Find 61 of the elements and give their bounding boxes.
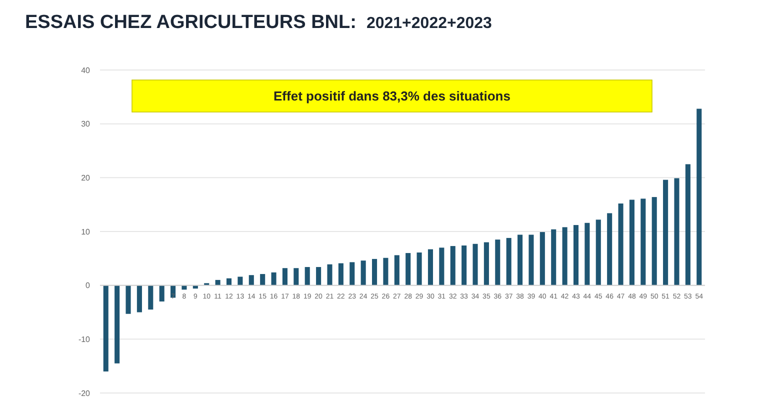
bar <box>406 253 411 286</box>
bar <box>338 263 344 286</box>
y-tick-label: -10 <box>78 334 91 344</box>
bar <box>562 227 568 286</box>
bar <box>226 278 232 286</box>
bar <box>596 220 601 286</box>
bar <box>685 164 690 286</box>
bar <box>584 222 590 286</box>
y-tick-label: -20 <box>78 388 91 398</box>
bar <box>450 246 456 286</box>
bar <box>360 260 366 286</box>
bar <box>462 245 467 286</box>
bar <box>551 229 556 286</box>
bar <box>238 276 243 286</box>
y-tick-label: 30 <box>81 120 91 129</box>
bar <box>114 285 120 364</box>
bar <box>136 285 142 312</box>
bar <box>383 258 388 286</box>
y-tick-label: 20 <box>81 173 91 182</box>
bar <box>248 275 254 286</box>
bar <box>394 255 400 286</box>
bar <box>663 180 668 286</box>
bar <box>159 285 164 302</box>
bar <box>327 264 332 286</box>
chart-title: ESSAIS CHEZ AGRICULTEURS BNL: <box>25 12 356 33</box>
bar <box>696 108 702 286</box>
bar <box>495 240 500 286</box>
annotation: Effet positif dans 83,3% des situations <box>274 88 510 104</box>
bar <box>294 268 299 286</box>
bar <box>618 204 624 286</box>
bar <box>573 225 579 286</box>
bar <box>282 268 288 286</box>
bar <box>103 285 108 372</box>
note-box: Effet positif dans 83,3% des situations <box>132 80 652 112</box>
bar <box>629 200 634 286</box>
bar <box>640 198 646 286</box>
bar <box>528 234 534 286</box>
bar <box>271 272 276 286</box>
bar <box>148 285 154 310</box>
bar <box>428 249 433 286</box>
bar <box>350 262 355 286</box>
y-tick-label: 40 <box>81 66 91 75</box>
bar <box>126 285 131 314</box>
bar <box>372 258 378 286</box>
bar <box>304 267 310 286</box>
y-tick-label: 10 <box>81 227 91 236</box>
bar <box>215 280 220 286</box>
bar <box>416 252 422 286</box>
y-tick-label: 0 <box>86 281 91 290</box>
bar <box>607 213 612 286</box>
bar <box>674 178 680 286</box>
bar <box>316 267 322 286</box>
bar <box>260 274 266 286</box>
bar <box>518 234 523 286</box>
bar <box>540 232 545 286</box>
bar <box>472 244 478 286</box>
chart-subtitle: 2021+2022+2023 <box>366 15 492 32</box>
bar <box>652 197 657 286</box>
bar <box>506 238 512 286</box>
bar <box>484 242 489 286</box>
bar <box>439 248 444 286</box>
